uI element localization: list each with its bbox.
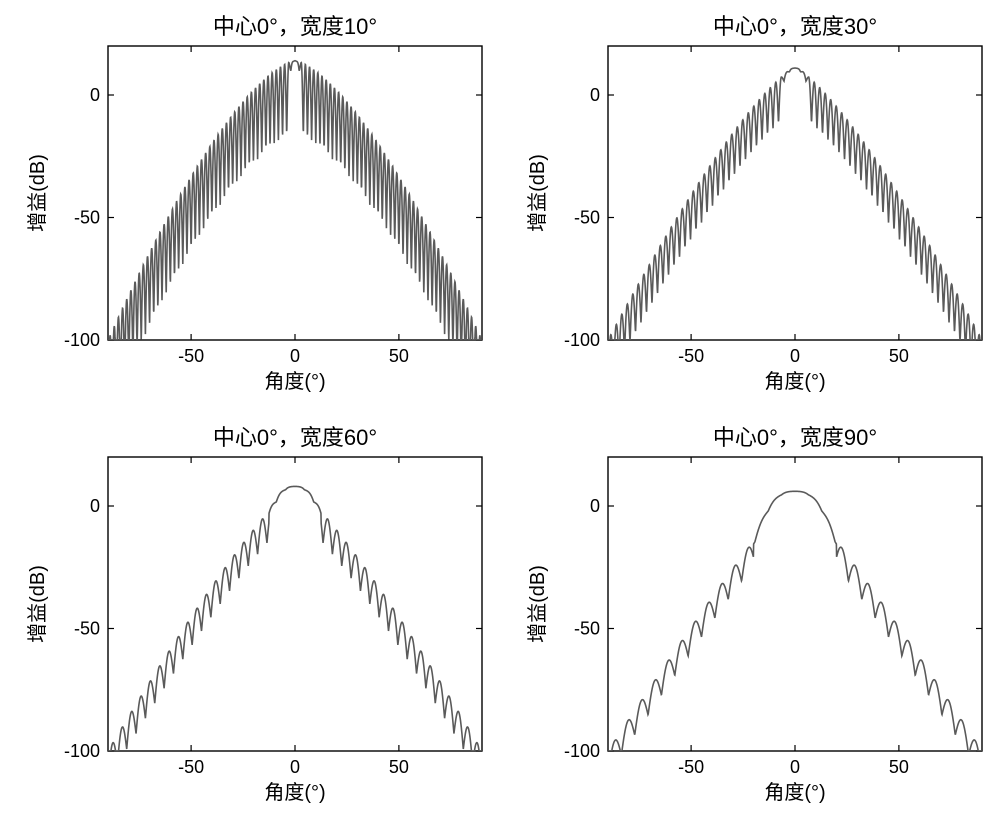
xtick-label: 0 xyxy=(790,346,800,366)
xtick-label: -50 xyxy=(678,757,704,777)
ytick-label: -50 xyxy=(574,208,600,228)
xtick-label: 0 xyxy=(790,757,800,777)
xlabel: 角度(°) xyxy=(764,370,825,393)
ytick-label: -100 xyxy=(64,741,100,761)
ylabel: 增益(dB) xyxy=(26,154,49,232)
ylabel: 增益(dB) xyxy=(526,154,549,232)
beam-pattern-trace xyxy=(108,486,482,751)
beam-pattern-trace xyxy=(108,61,482,340)
subplot-title: 中心0°，宽度90° xyxy=(713,425,877,450)
plot-box xyxy=(608,457,982,751)
xtick-label: 50 xyxy=(389,346,409,366)
ylabel: 增益(dB) xyxy=(26,565,49,643)
beam-pattern-trace xyxy=(608,491,982,751)
xtick-label: 0 xyxy=(290,757,300,777)
ytick-label: -100 xyxy=(64,330,100,350)
subplot-1: -50 0 50 -100 -50 0 角度(°) 增益(dB) 中心0°，宽度30° xyxy=(500,0,1000,411)
xtick-label: -50 xyxy=(678,346,704,366)
subplot-3: -50 0 50 -100 -50 0 角度(°) 增益(dB) 中心0°，宽度90° xyxy=(500,411,1000,822)
subplot-title: 中心0°，宽度30° xyxy=(713,14,877,39)
xtick-label: -50 xyxy=(178,757,204,777)
subplot-0: -50 0 50 -100 -50 0 角度(°) 增益(dB) 中心0°，宽度10° xyxy=(0,0,500,411)
xtick-label: 50 xyxy=(889,757,909,777)
xtick-label: -50 xyxy=(178,346,204,366)
subplot-grid: -50 0 50 -100 -50 0 角度(°) 增益(dB) 中心0°，宽度10° -50 0… xyxy=(0,0,1000,822)
subplot-svg-3: -50 0 50 -100 -50 0 角度(°) 增益(dB) 中心0°，宽度90° xyxy=(500,411,1000,822)
xlabel: 角度(°) xyxy=(264,370,325,393)
ylabel: 增益(dB) xyxy=(526,565,549,643)
subplot-2: -50 0 50 -100 -50 0 角度(°) 增益(dB) 中心0°，宽度60° xyxy=(0,411,500,822)
beam-pattern-trace xyxy=(608,68,982,340)
xlabel: 角度(°) xyxy=(764,781,825,804)
subplot-title: 中心0°，宽度10° xyxy=(213,14,377,39)
plot-box xyxy=(108,46,482,340)
xtick-label: 0 xyxy=(290,346,300,366)
subplot-svg-2: -50 0 50 -100 -50 0 角度(°) 增益(dB) 中心0°，宽度60° xyxy=(0,411,500,822)
subplot-svg-0: -50 0 50 -100 -50 0 角度(°) 增益(dB) 中心0°，宽度10° xyxy=(0,0,500,411)
xtick-label: 50 xyxy=(889,346,909,366)
ytick-label: -50 xyxy=(574,619,600,639)
ytick-label: -50 xyxy=(74,208,100,228)
ytick-label: 0 xyxy=(590,85,600,105)
subplot-title: 中心0°，宽度60° xyxy=(213,425,377,450)
plot-box xyxy=(108,457,482,751)
ytick-label: -100 xyxy=(564,741,600,761)
ytick-label: 0 xyxy=(90,496,100,516)
ytick-label: -100 xyxy=(564,330,600,350)
xtick-label: 50 xyxy=(389,757,409,777)
ytick-label: -50 xyxy=(74,619,100,639)
xlabel: 角度(°) xyxy=(264,781,325,804)
plot-box xyxy=(608,46,982,340)
ytick-label: 0 xyxy=(590,496,600,516)
ytick-label: 0 xyxy=(90,85,100,105)
subplot-svg-1: -50 0 50 -100 -50 0 角度(°) 增益(dB) 中心0°，宽度30° xyxy=(500,0,1000,411)
